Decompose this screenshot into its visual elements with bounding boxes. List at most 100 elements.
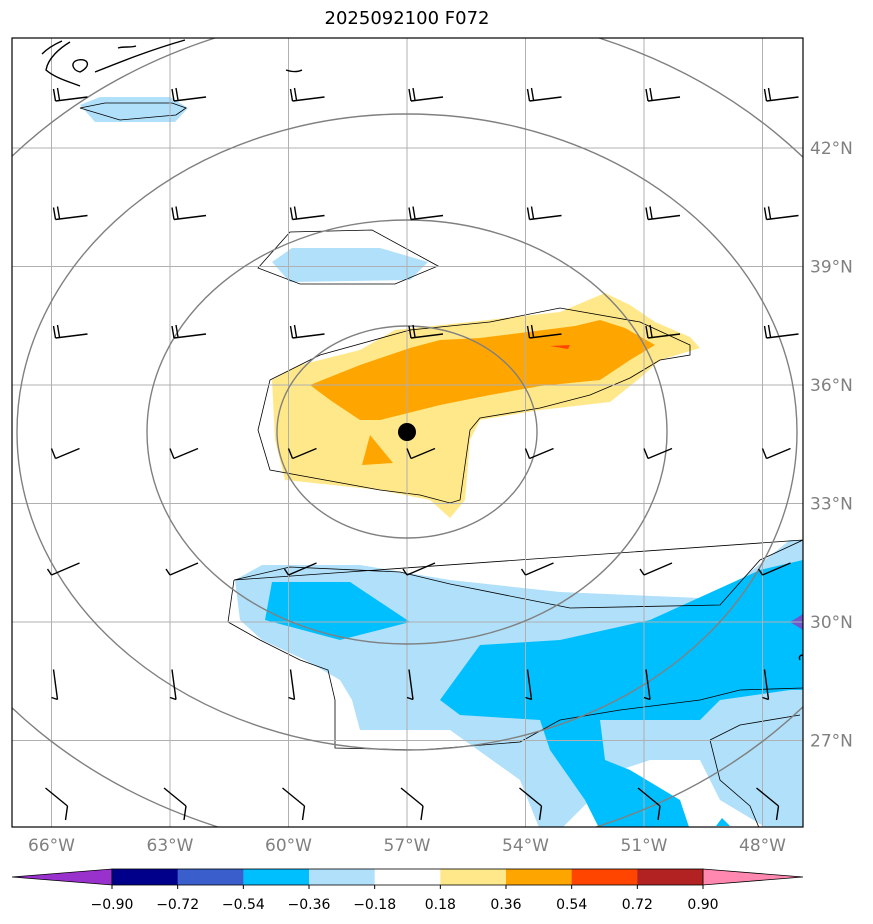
wind-barb — [402, 562, 436, 576]
colorbar-segment — [309, 869, 376, 885]
colorbar-segment — [177, 869, 244, 885]
wind-barb — [645, 324, 681, 339]
wind-barb — [406, 669, 414, 701]
wind-barb — [169, 447, 199, 460]
wind-barb — [171, 206, 207, 221]
wind-barb — [45, 787, 69, 821]
latitude-label: 27°N — [810, 732, 853, 752]
longitude-label: 54°W — [502, 836, 549, 856]
range-ring — [276, 325, 538, 539]
colorbar-tick-label: 0.18 — [425, 897, 456, 913]
colorbar-tick-label: −0.36 — [288, 897, 331, 913]
wind-barb — [52, 87, 88, 102]
colorbar-segment — [243, 869, 310, 885]
wind-barb — [52, 206, 88, 221]
latitude-label: 36°N — [810, 376, 853, 396]
wind-barb — [282, 787, 306, 821]
wind-barb — [524, 447, 554, 460]
wind-barb — [519, 787, 543, 821]
colorbar-segment — [637, 869, 704, 885]
wind-barb — [763, 206, 799, 221]
wind-barb — [171, 87, 207, 102]
wind-barb — [761, 447, 791, 460]
wind-barb — [525, 669, 533, 701]
longitude-label: 60°W — [265, 836, 312, 856]
wind-barb — [288, 669, 296, 701]
range-ring — [16, 113, 798, 751]
wind-barb — [171, 324, 207, 339]
longitude-label: 48°W — [739, 836, 786, 856]
colorbar-tick-label: −0.18 — [353, 897, 396, 913]
wind-barb — [643, 447, 673, 460]
storm-center-marker — [398, 423, 416, 441]
wind-barb — [526, 206, 562, 221]
wind-barb — [51, 669, 59, 701]
shaded-positive-strong — [550, 345, 570, 349]
wind-barb — [406, 447, 436, 460]
wind-barb — [643, 669, 651, 701]
wind-barbs — [45, 87, 799, 821]
colorbar-segment — [112, 869, 179, 885]
wind-barb — [763, 87, 799, 102]
map-frame — [11, 37, 804, 828]
colorbar-tick-label: 0.90 — [687, 897, 718, 913]
colorbar-segment — [440, 869, 507, 885]
colorbar-tick-label: −0.72 — [156, 897, 199, 913]
colorbar-tick-label: 0.36 — [490, 897, 521, 913]
colorbar-segment — [506, 869, 573, 885]
longitude-label: 57°W — [384, 836, 431, 856]
colorbar-extend-low — [11, 868, 113, 886]
wind-barb — [408, 324, 444, 339]
wind-barb — [520, 562, 554, 576]
wind-barb — [165, 562, 199, 576]
colorbar: −0.90 −0.72 −0.54 −0.36 −0.18 0.18 0.36 0.54 0.7… — [11, 868, 804, 913]
colorbar-tick-label: 0.72 — [622, 897, 653, 913]
wind-barb — [50, 447, 80, 460]
colorbar-tick-label: −0.90 — [91, 897, 134, 913]
wind-barb — [169, 669, 177, 701]
wind-barb — [645, 87, 681, 102]
wind-barb — [645, 206, 681, 221]
wind-barb — [287, 447, 317, 460]
longitude-label: 51°W — [621, 836, 668, 856]
colorbar-tick-label: −0.54 — [222, 897, 265, 913]
wind-barb — [163, 787, 187, 821]
shaded-positive-medium — [310, 320, 655, 465]
colorbar-tick-label: 0.54 — [556, 897, 587, 913]
wind-barb — [526, 87, 562, 102]
wind-barb — [52, 324, 88, 339]
wind-barb — [289, 206, 325, 221]
wind-barb — [289, 324, 325, 339]
wind-barb — [283, 562, 317, 576]
longitude-label: 66°W — [28, 836, 75, 856]
latitude-label: 39°N — [810, 258, 853, 278]
longitude-labels: 66°W 63°W 60°W 57°W 54°W 51°W 48°W — [28, 836, 786, 856]
wind-barb — [762, 669, 770, 701]
latitude-label: 42°N — [810, 139, 853, 159]
wind-barb — [46, 562, 80, 576]
wind-barb — [757, 562, 791, 576]
wind-barb — [756, 787, 780, 821]
colorbar-segment — [571, 869, 638, 885]
latitude-labels: 42°N 39°N 36°N 33°N 30°N 27°N — [810, 139, 853, 752]
wind-barb — [289, 87, 325, 102]
colorbar-outline — [111, 868, 704, 886]
wind-barb — [763, 324, 799, 339]
map-title: 2025092100 F072 — [324, 8, 490, 29]
wind-barb — [526, 324, 562, 339]
wind-barb — [637, 787, 661, 821]
longitude-label: 63°W — [147, 836, 194, 856]
latitude-label: 30°N — [810, 613, 853, 633]
shaded-positive-light — [272, 293, 700, 518]
wind-barb — [408, 87, 444, 102]
wind-barb — [639, 562, 673, 576]
latitude-label: 33°N — [810, 495, 853, 515]
wind-barb — [408, 206, 444, 221]
colorbar-extend-high — [702, 868, 804, 886]
colorbar-segment — [374, 869, 441, 885]
wind-barb — [400, 787, 424, 821]
range-ring — [146, 219, 668, 645]
